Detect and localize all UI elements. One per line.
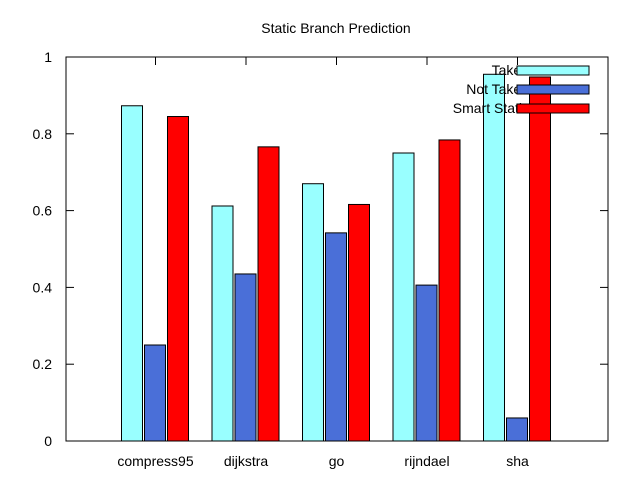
y-tick-label: 0: [44, 433, 52, 449]
bar: [392, 152, 415, 442]
legend-swatch: [516, 65, 590, 76]
bar: [234, 273, 257, 442]
y-tick-label: 0.2: [33, 356, 53, 372]
bar: [144, 344, 166, 442]
bar: [325, 232, 347, 442]
legend-label: Smart Static: [453, 100, 529, 116]
bar: [302, 183, 324, 442]
y-tick-label: 0.8: [33, 126, 53, 142]
bar: [211, 205, 234, 442]
legend-swatch: [516, 103, 590, 114]
bar: [167, 116, 189, 442]
x-tick-label: dijkstra: [224, 453, 269, 469]
y-tick-label: 1: [44, 49, 52, 65]
plot-area: 0 0.2 0.4 0.6 0.8 1 compress95 dijkstra go rijnda…: [33, 49, 609, 469]
bar: [483, 73, 505, 442]
bar: [348, 203, 370, 442]
bar: [257, 146, 280, 442]
legend-label: Not Taken: [466, 81, 529, 97]
x-tick-label: sha: [506, 453, 529, 469]
bar: [529, 76, 551, 442]
bar: [506, 417, 528, 442]
legend-swatch: [516, 84, 590, 95]
bar: [121, 105, 143, 442]
bar: [415, 284, 438, 442]
x-tick-label: go: [329, 453, 345, 469]
bar: [438, 139, 461, 442]
x-tick-label: compress95: [117, 453, 193, 469]
y-tick-label: 0.6: [33, 203, 53, 219]
x-tick-label: rijndael: [404, 453, 449, 469]
y-tick-label: 0.4: [33, 279, 53, 295]
chart-title: Static Branch Prediction: [261, 20, 410, 36]
